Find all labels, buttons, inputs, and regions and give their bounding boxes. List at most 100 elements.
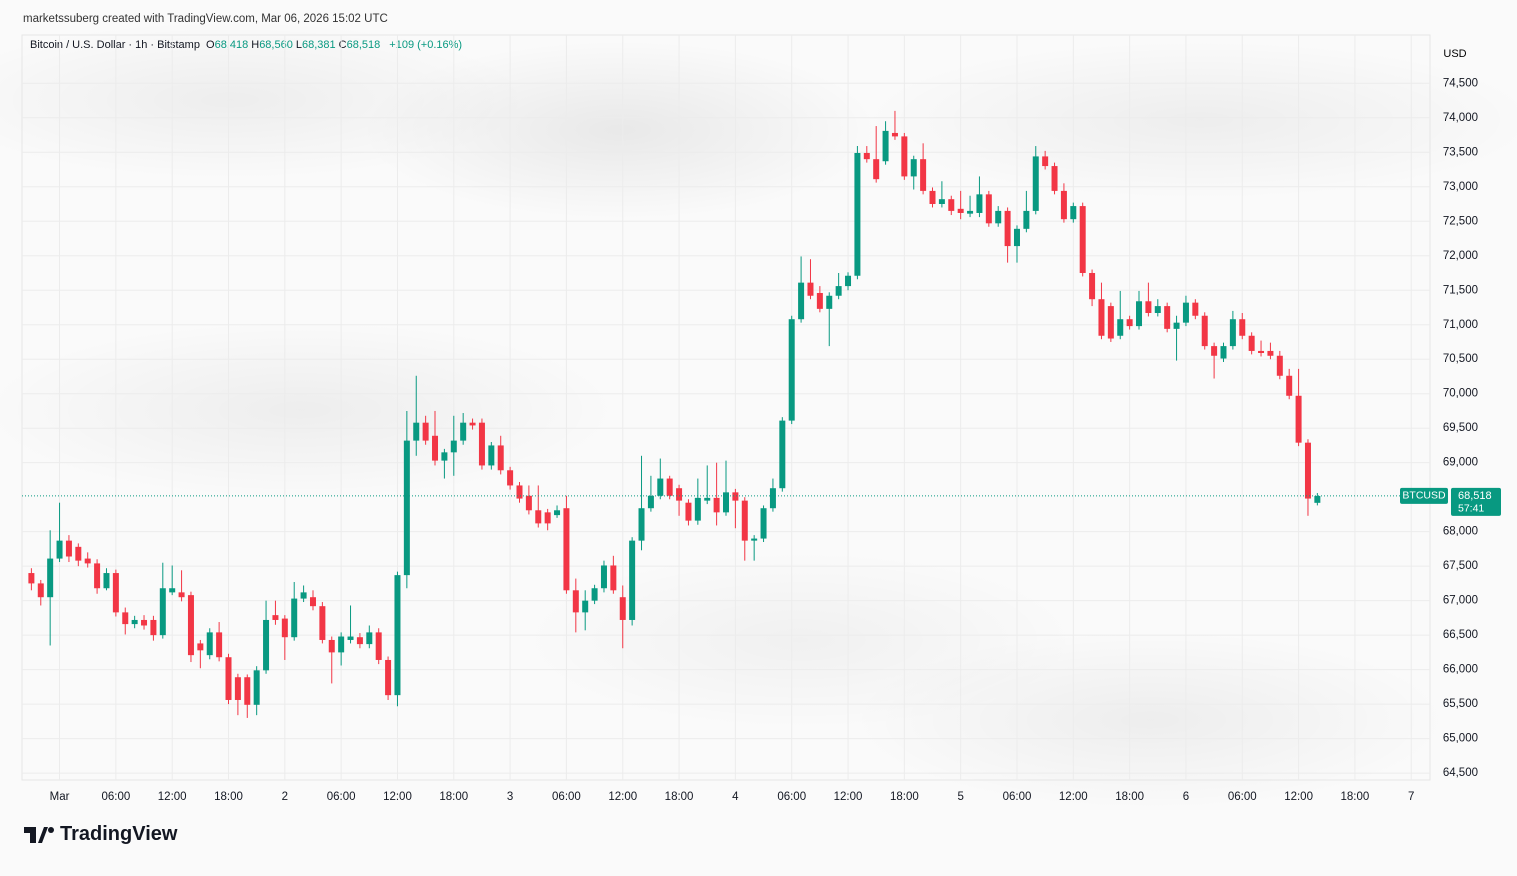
- candle-body: [291, 598, 298, 638]
- candle-body: [56, 540, 63, 559]
- candle-body: [122, 612, 129, 625]
- candle-body: [1145, 301, 1152, 313]
- candle-body: [1239, 319, 1246, 336]
- x-tick-label: 06:00: [101, 791, 130, 803]
- y-tick-label: 74,000: [1443, 112, 1478, 124]
- candle-body: [187, 595, 194, 656]
- candle-body: [882, 130, 889, 162]
- x-tick-label: 18:00: [214, 791, 243, 803]
- candle-body: [807, 282, 814, 296]
- candle-body: [319, 606, 326, 640]
- candle-body: [854, 152, 861, 276]
- x-tick-label: 6: [1183, 791, 1189, 803]
- change: +109 (+0.16%): [389, 39, 463, 51]
- candle-body: [647, 495, 654, 509]
- candle-body: [141, 619, 148, 626]
- candle-body: [1229, 319, 1236, 347]
- x-tick-label: 12:00: [1284, 791, 1313, 803]
- candle-body: [488, 445, 495, 466]
- x-tick-label: 06:00: [552, 791, 581, 803]
- candle-body: [666, 478, 673, 496]
- candle-body: [1220, 346, 1227, 359]
- candle-body: [1107, 306, 1114, 339]
- candle-body: [1248, 335, 1255, 351]
- symbol-badge: [1400, 487, 1448, 504]
- candle-body: [845, 275, 852, 287]
- candle-body: [582, 600, 589, 613]
- candle-body: [694, 497, 701, 521]
- candle-body: [873, 159, 880, 180]
- x-tick-label: 18:00: [890, 791, 919, 803]
- candle-body: [272, 615, 279, 620]
- x-tick-label: 2: [282, 791, 288, 803]
- candle-body: [1060, 190, 1067, 220]
- candle-body: [375, 632, 382, 660]
- candle-body: [1201, 315, 1208, 347]
- countdown: 57:41: [1458, 503, 1484, 515]
- x-tick-label: 06:00: [1003, 791, 1032, 803]
- x-tick-label: 18:00: [439, 791, 468, 803]
- candle-body: [159, 588, 166, 636]
- candle-body: [629, 540, 636, 620]
- candle-body: [779, 420, 786, 489]
- candle-body: [863, 152, 870, 160]
- candle-body: [300, 592, 307, 599]
- x-tick-label: 12:00: [1059, 791, 1088, 803]
- x-tick-label: 06:00: [777, 791, 806, 803]
- ohlc-value: 68,418: [214, 39, 249, 51]
- plot-area: [21, 34, 1431, 781]
- candle-body: [1192, 302, 1199, 316]
- candle-body: [131, 619, 138, 625]
- candle-body: [957, 208, 964, 213]
- candle-body: [356, 637, 363, 645]
- candle-body: [103, 573, 110, 589]
- candle-body: [197, 643, 204, 651]
- candle-body: [535, 510, 542, 524]
- candle-body: [75, 546, 82, 561]
- logo-icon: [24, 826, 54, 843]
- candle-body: [1023, 210, 1030, 229]
- candle-body: [976, 194, 983, 213]
- candle-body: [1286, 375, 1293, 396]
- candle-body: [938, 199, 945, 205]
- candle-body: [441, 452, 448, 461]
- candle-body: [591, 588, 598, 601]
- candle-body: [685, 502, 692, 521]
- candle-body: [826, 295, 833, 309]
- candle-body: [1070, 206, 1077, 220]
- candle-body: [901, 136, 908, 177]
- candle-body: [478, 422, 485, 466]
- candle-body: [1051, 166, 1058, 191]
- candle-body: [422, 422, 429, 441]
- y-tick-label: 69,500: [1443, 422, 1478, 434]
- y-axis-unit: USD: [1443, 48, 1466, 60]
- candle-body: [995, 210, 1002, 224]
- candle-body: [37, 583, 44, 598]
- candle-body: [600, 565, 607, 589]
- candle-body: [1089, 272, 1096, 300]
- candle-body: [891, 132, 898, 137]
- candle-body: [244, 677, 251, 705]
- candle-body: [1211, 346, 1218, 356]
- x-tick-label: 5: [957, 791, 963, 803]
- x-tick-label: 06:00: [327, 791, 356, 803]
- candle-body: [1117, 319, 1124, 336]
- candle-body: [1032, 156, 1039, 211]
- logo: TradingView: [24, 823, 177, 846]
- symbol-badge-text: BTCUSD: [1402, 490, 1446, 502]
- candle-body: [1314, 495, 1321, 503]
- candle-body: [948, 199, 955, 211]
- logo-text: TradingView: [60, 823, 178, 845]
- candle-body: [760, 508, 767, 539]
- candle-body: [1164, 306, 1171, 329]
- candle-body: [385, 659, 392, 696]
- candle-body: [704, 497, 711, 501]
- candle-body: [234, 677, 241, 700]
- ohlc-key: O: [206, 39, 215, 51]
- price-badge: [1451, 487, 1501, 516]
- x-tick-label: 18:00: [1341, 791, 1370, 803]
- candle-body: [178, 592, 185, 598]
- candle-body: [563, 508, 570, 591]
- y-tick-label: 73,000: [1443, 181, 1478, 193]
- candle-body: [920, 159, 927, 191]
